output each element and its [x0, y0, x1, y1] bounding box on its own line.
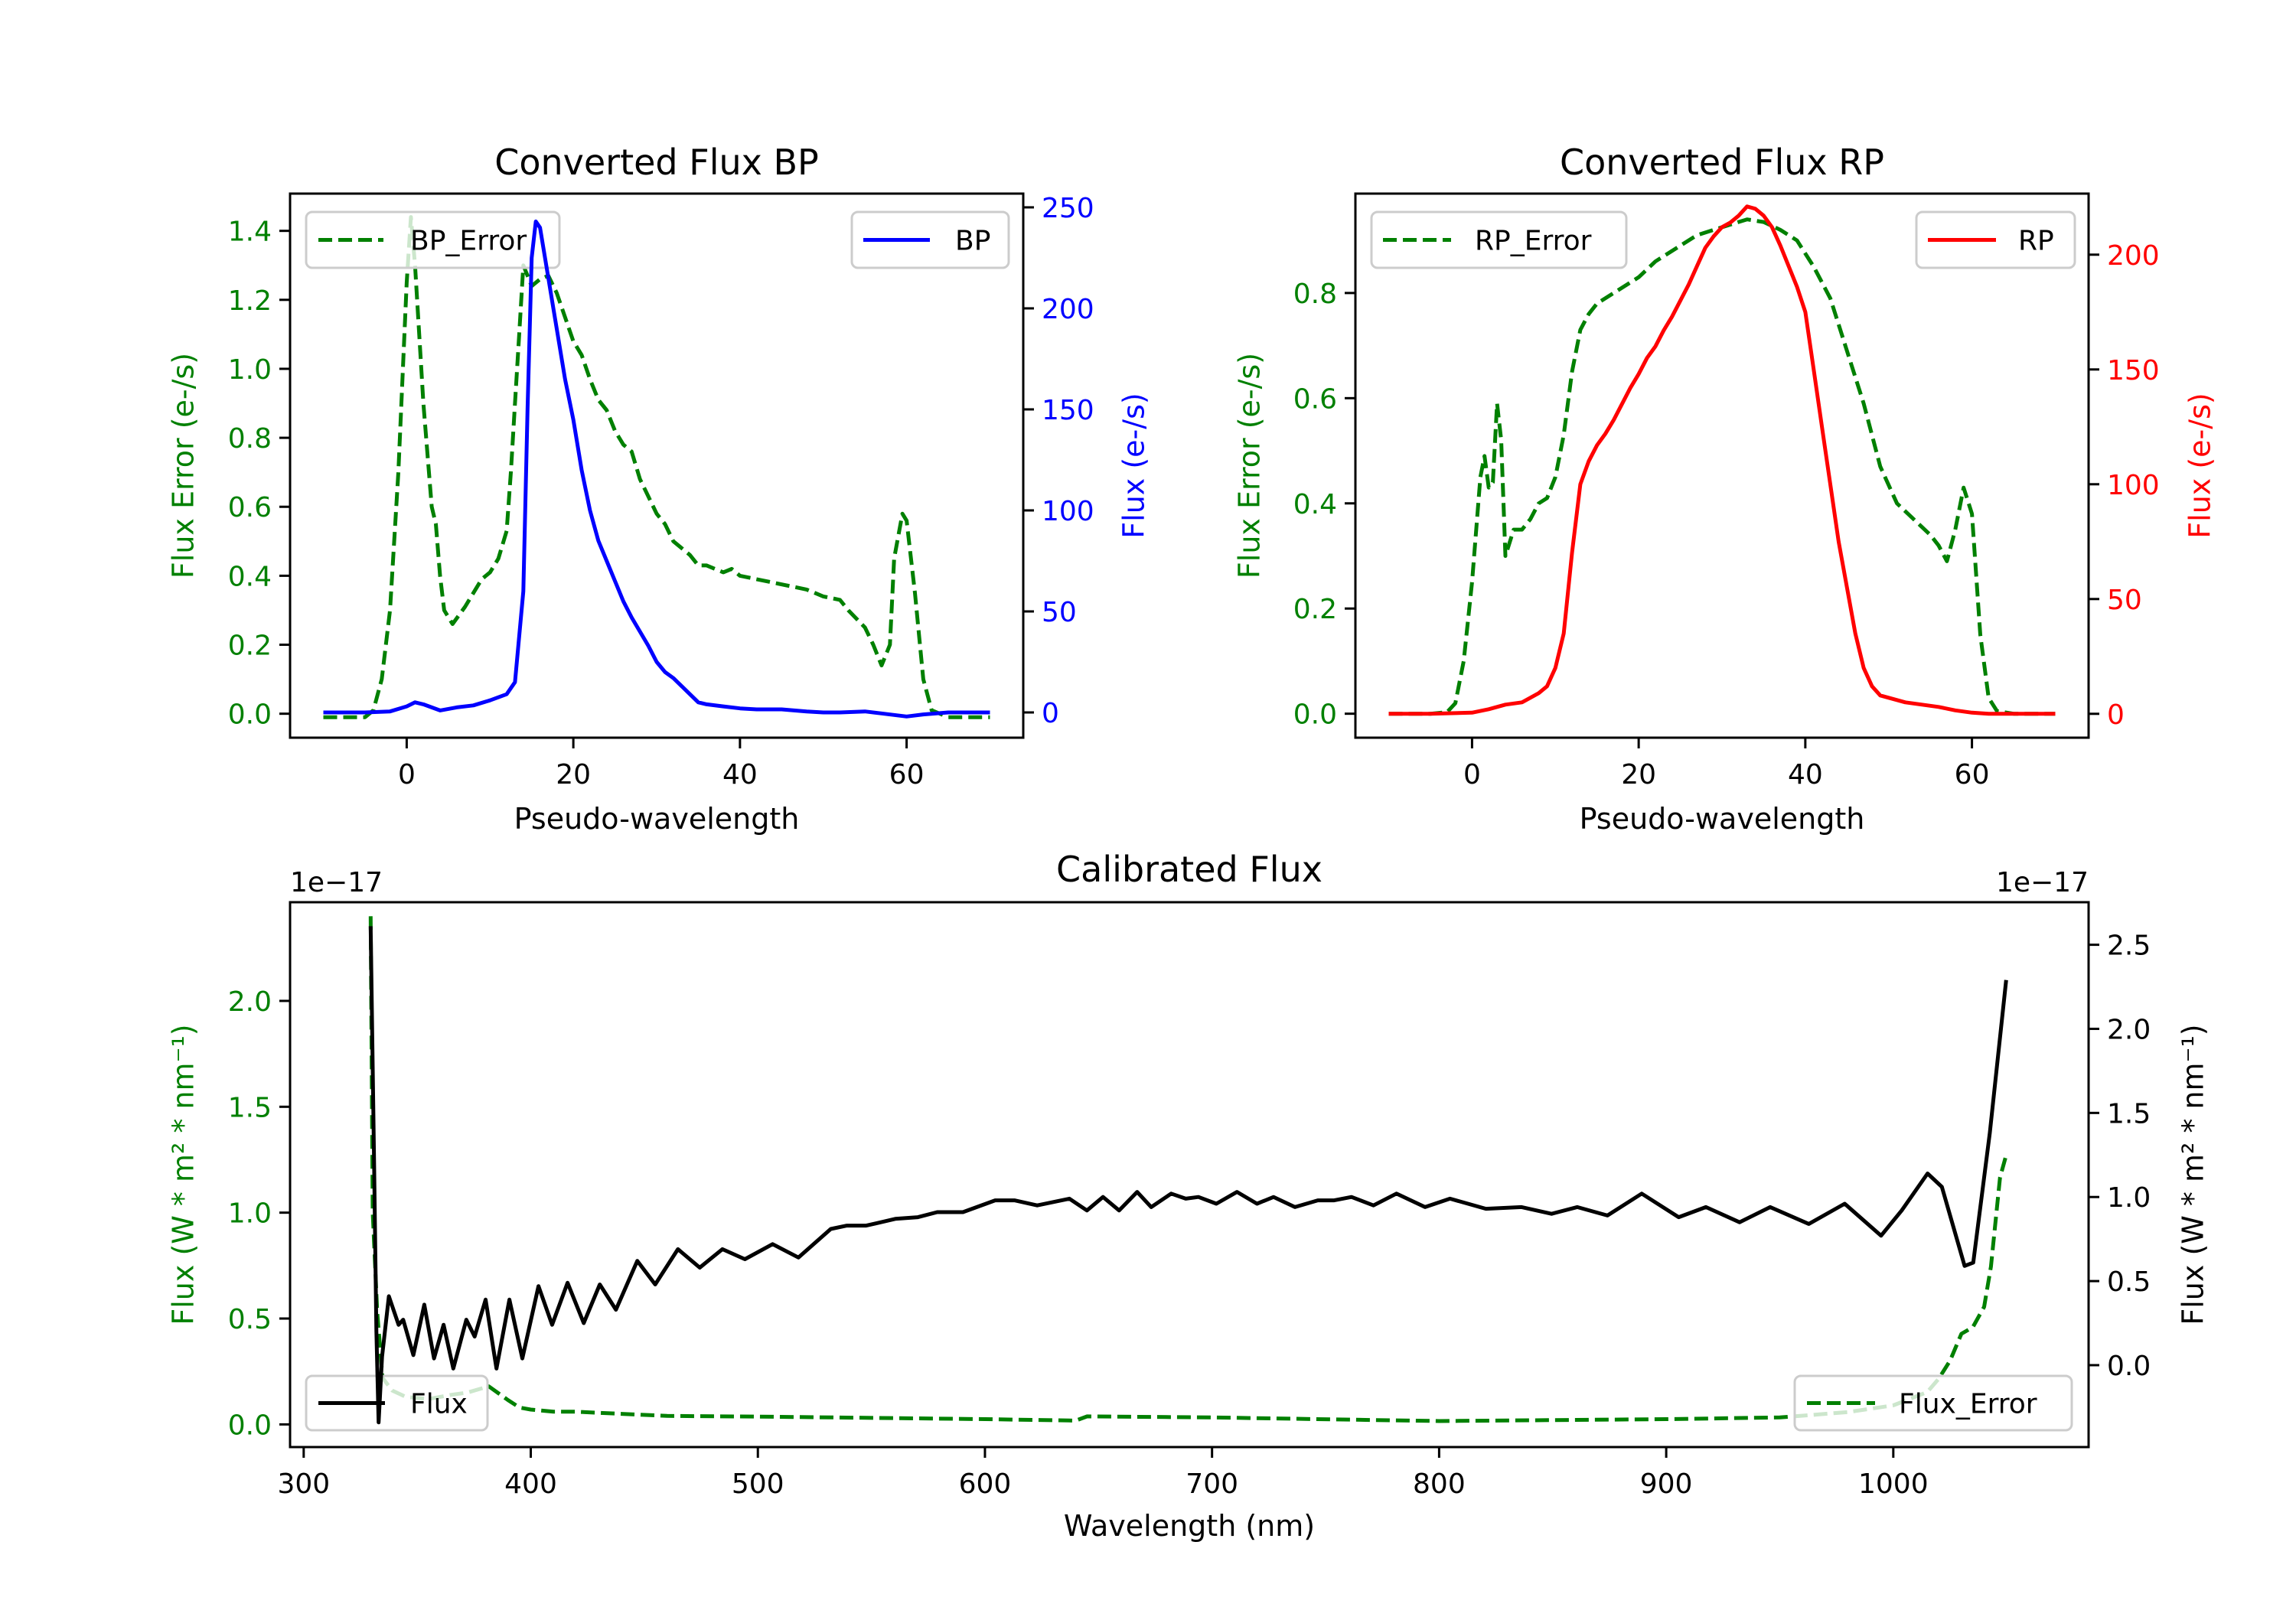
y-left-tick-label: 0.5 [228, 1304, 272, 1335]
series-line-bp [323, 219, 990, 719]
y-right-tick-label: 1.5 [2107, 1098, 2151, 1129]
x-tick-label: 20 [1621, 759, 1656, 790]
y-left-tick-label: 0.0 [228, 699, 272, 731]
axes-frame [289, 901, 2090, 1449]
axes-frame [1354, 192, 2090, 739]
legend-rp: RP [1915, 210, 2076, 269]
legend-rp-error: RP_Error [1370, 210, 1628, 269]
legend-box [850, 210, 1010, 269]
x-axis-label: Wavelength (nm) [1064, 1509, 1315, 1543]
series-line-bp-error [323, 215, 990, 719]
legend-label: BP [955, 226, 990, 257]
chart-title: Converted Flux BP [494, 142, 819, 183]
x-tick-label: 400 [504, 1468, 557, 1500]
bp-flux-panel: Converted Flux BP 0 20 40 60 0.0 0.2 0.4 0.6 0.8 1… [167, 142, 1151, 836]
y-left-tick-label: 0.2 [1293, 594, 1337, 625]
y-left-tick-label: 0.8 [228, 423, 272, 455]
y-right-tick-label: 150 [1042, 395, 1094, 426]
y-right-tick-label: 50 [2107, 585, 2142, 616]
y-right-tick-label: 0.0 [2107, 1351, 2151, 1382]
legend-box [305, 210, 561, 269]
y-left-tick-label: 0.0 [1293, 699, 1337, 731]
legend-label: Flux [410, 1389, 468, 1420]
y-right-tick-label: 2.0 [2107, 1014, 2151, 1045]
y-left-axis-label: Flux Error (e-/s) [1233, 353, 1267, 579]
y-left-tick-label: 0.6 [1293, 383, 1337, 415]
x-tick-label: 40 [1788, 759, 1823, 790]
y-right-axis-label: Flux (e-/s) [1117, 393, 1151, 538]
y-left-tick-label: 0.0 [228, 1410, 272, 1441]
x-tick-label: 900 [1640, 1468, 1693, 1500]
calibrated-flux-panel: Calibrated Flux 300 400 500 600 700 800 900 1000… [167, 849, 2210, 1543]
x-tick-label: 600 [959, 1468, 1012, 1500]
y-right-tick-label: 200 [1042, 294, 1094, 325]
x-tick-label: 800 [1413, 1468, 1466, 1500]
y-left-tick-label: 0.4 [1293, 489, 1337, 520]
y-left-tick-label: 0.4 [228, 561, 272, 592]
y-left-tick-label: 1.0 [228, 354, 272, 386]
x-tick-label: 0 [398, 759, 416, 790]
rp-flux-panel: Converted Flux RP 0 20 40 60 0.0 0.2 0.4 0.6 0.8 0… [1233, 142, 2217, 836]
legend-bp: BP [850, 210, 1010, 269]
legend-label: Flux_Error [1899, 1389, 2037, 1420]
y-right-axis-label: Flux (e-/s) [2183, 393, 2217, 538]
y-left-axis-label: Flux (W * m² * nm⁻¹) [167, 1024, 201, 1325]
x-axis-label: Pseudo-wavelength [514, 802, 800, 836]
x-tick-label: 20 [556, 759, 591, 790]
series-line-flux [368, 926, 2008, 1425]
y-left-tick-label: 0.2 [228, 631, 272, 662]
y-left-axis-label: Flux Error (e-/s) [167, 353, 201, 579]
y-right-tick-label: 250 [1042, 193, 1094, 224]
y-right-tick-label: 2.5 [2107, 931, 2151, 962]
y-left-tick-label: 1.2 [228, 285, 272, 317]
legend-flux-error: Flux_Error [1793, 1374, 2073, 1432]
legend-box [1370, 210, 1628, 269]
x-tick-label: 500 [732, 1468, 784, 1500]
y-right-offset-text: 1e−17 [1996, 867, 2089, 898]
chart-title: Converted Flux RP [1560, 142, 1884, 183]
y-left-tick-label: 0.8 [1293, 279, 1337, 310]
series-line-rp-error [1388, 217, 2056, 716]
y-left-offset-text: 1e−17 [290, 867, 383, 898]
axes-frame [289, 192, 1025, 739]
x-tick-label: 1000 [1858, 1468, 1929, 1500]
legend-bp-error: BP_Error [305, 210, 561, 269]
y-left-tick-label: 0.6 [228, 492, 272, 523]
y-left-tick-label: 2.0 [228, 986, 272, 1018]
y-right-tick-label: 0 [1042, 698, 1059, 729]
y-right-tick-label: 1.0 [2107, 1182, 2151, 1214]
x-axis-label: Pseudo-wavelength [1580, 802, 1865, 836]
x-tick-label: 60 [1955, 759, 1990, 790]
legend-label: BP_Error [410, 226, 527, 257]
y-left-tick-label: 1.4 [228, 217, 272, 248]
x-tick-label: 40 [722, 759, 758, 790]
chart-title: Calibrated Flux [1056, 849, 1322, 890]
y-right-tick-label: 100 [2107, 470, 2160, 501]
x-tick-label: 60 [889, 759, 925, 790]
y-right-tick-label: 50 [1042, 597, 1077, 628]
y-right-tick-label: 100 [1042, 496, 1094, 527]
legend-label: RP_Error [1475, 226, 1592, 257]
y-right-axis-label: Flux (W * m² * nm⁻¹) [2177, 1024, 2210, 1325]
y-left-tick-label: 1.5 [228, 1092, 272, 1123]
y-right-tick-label: 0.5 [2107, 1266, 2151, 1298]
x-tick-label: 300 [277, 1468, 330, 1500]
x-tick-label: 0 [1463, 759, 1481, 790]
legend-flux: Flux [305, 1374, 489, 1432]
legend-box [1793, 1374, 2073, 1432]
y-left-tick-label: 1.0 [228, 1198, 272, 1230]
y-right-tick-label: 200 [2107, 240, 2160, 272]
y-right-tick-label: 0 [2107, 699, 2125, 731]
y-right-tick-label: 150 [2107, 355, 2160, 386]
series-line-rp [1388, 204, 2056, 716]
legend-label: RP [2018, 226, 2054, 257]
legend-box [305, 1374, 489, 1432]
x-tick-label: 700 [1186, 1468, 1238, 1500]
